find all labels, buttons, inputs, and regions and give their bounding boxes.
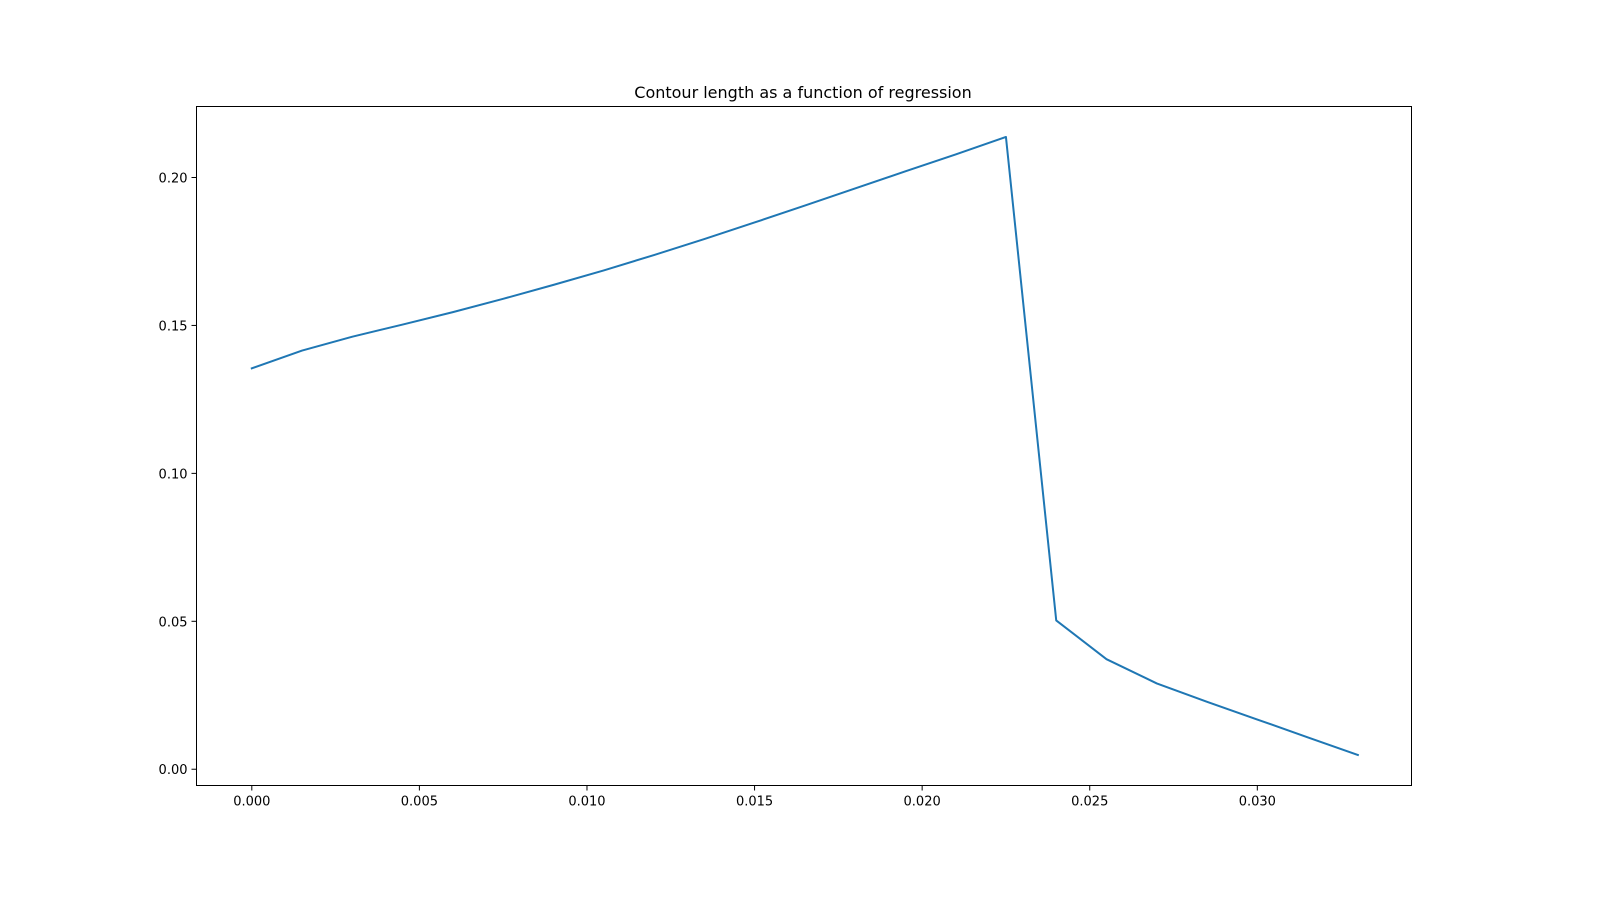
x-tick-label: 0.025 (1071, 795, 1108, 810)
x-tick-label: 0.030 (1239, 795, 1276, 810)
y-tick-label: 0.20 (159, 172, 188, 187)
x-tick-label: 0.000 (233, 795, 270, 810)
chart-title: Contour length as a function of regressi… (634, 83, 971, 102)
y-axis: 0.00 0.05 0.10 0.15 0.20 (159, 172, 197, 778)
axes-frame (196, 106, 1412, 786)
series-line-0 (250, 135, 1360, 757)
y-tick-label: 0.15 (159, 319, 188, 334)
x-axis: 0.000 0.005 0.010 0.015 0.020 0.025 0.030 (233, 785, 1276, 810)
y-tick-label: 0.00 (159, 763, 188, 778)
y-tick-label: 0.05 (159, 615, 188, 630)
x-tick-label: 0.020 (904, 795, 941, 810)
x-tick-label: 0.005 (401, 795, 438, 810)
plot-area (250, 135, 1360, 757)
y-tick-label: 0.10 (159, 467, 188, 482)
x-tick-label: 0.015 (736, 795, 773, 810)
x-tick-label: 0.010 (568, 795, 605, 810)
